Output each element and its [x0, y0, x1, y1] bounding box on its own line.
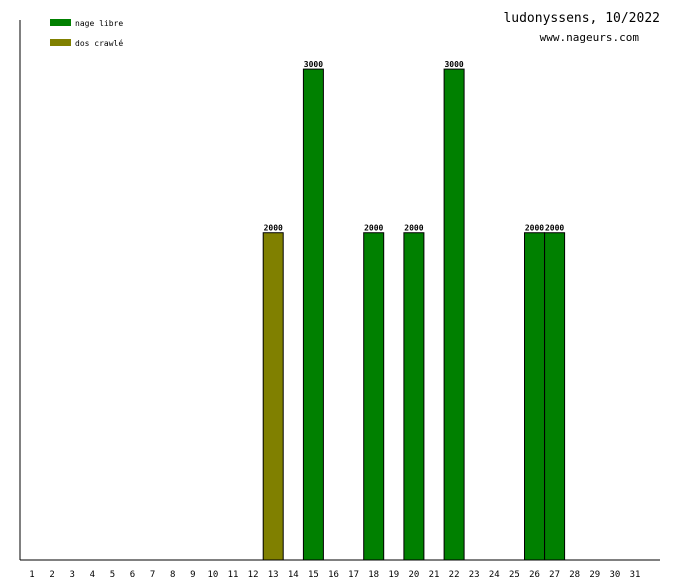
bar-value-label: 3000	[444, 60, 463, 69]
x-tick-label: 23	[469, 570, 480, 580]
x-tick-label: 15	[308, 570, 319, 580]
bar	[302, 68, 324, 561]
x-tick-label: 8	[170, 570, 175, 580]
bar	[403, 232, 425, 561]
legend: nage libre dos crawlé	[50, 19, 123, 48]
x-tick-label: 3	[69, 570, 74, 580]
x-tick-label: 24	[489, 570, 500, 580]
bar-value-label: 2000	[364, 224, 383, 233]
x-tick-label: 28	[569, 570, 580, 580]
bar-value-label: 2000	[264, 224, 283, 233]
bar-value-label: 2000	[545, 224, 564, 233]
legend-label: dos crawlé	[75, 38, 123, 48]
x-tick-label: 26	[529, 570, 540, 580]
x-tick-label: 14	[288, 570, 299, 580]
legend-swatch	[50, 19, 71, 26]
x-tick-label: 31	[630, 570, 641, 580]
x-tick-label: 18	[368, 570, 379, 580]
x-tick-labels-group: 1 2 3 4 5 6 7 8 9 10 11 12 13 14 15 16 17 18 19 20 21 22 23 24 2…	[29, 570, 640, 580]
legend-label: nage libre	[75, 19, 123, 28]
bar	[262, 232, 284, 561]
x-tick-label: 9	[190, 570, 195, 580]
x-tick-label: 4	[90, 570, 95, 580]
x-tick-label: 6	[130, 570, 135, 580]
bar	[544, 232, 566, 561]
x-tick-label: 11	[228, 570, 239, 580]
x-tick-label: 13	[268, 570, 279, 580]
site-url: www.nageurs.com	[540, 31, 640, 44]
bar	[443, 68, 465, 561]
x-tick-label: 20	[408, 570, 419, 580]
x-tick-label: 1	[29, 570, 34, 580]
x-tick-label: 5	[110, 570, 115, 580]
x-tick-label: 25	[509, 570, 520, 580]
x-tick-label: 12	[248, 570, 259, 580]
x-tick-label: 16	[328, 570, 339, 580]
bars-group	[262, 68, 566, 561]
x-tick-label: 27	[549, 570, 560, 580]
bar-value-label: 2000	[404, 224, 423, 233]
bar-value-label: 2000	[525, 224, 544, 233]
axes-group	[19, 20, 660, 561]
x-tick-label: 19	[388, 570, 399, 580]
x-tick-label: 10	[207, 570, 218, 580]
x-tick-label: 22	[449, 570, 460, 580]
x-tick-label: 2	[49, 570, 54, 580]
x-tick-label: 30	[609, 570, 620, 580]
bar	[363, 232, 385, 561]
x-tick-label: 7	[150, 570, 155, 580]
x-tick-label: 17	[348, 570, 359, 580]
x-tick-label: 21	[429, 570, 440, 580]
chart-title: ludonyssens, 10/2022	[503, 11, 660, 26]
x-tick-label: 29	[589, 570, 600, 580]
bar	[524, 232, 545, 561]
legend-swatch	[50, 39, 71, 46]
bar-value-label: 3000	[304, 60, 323, 69]
